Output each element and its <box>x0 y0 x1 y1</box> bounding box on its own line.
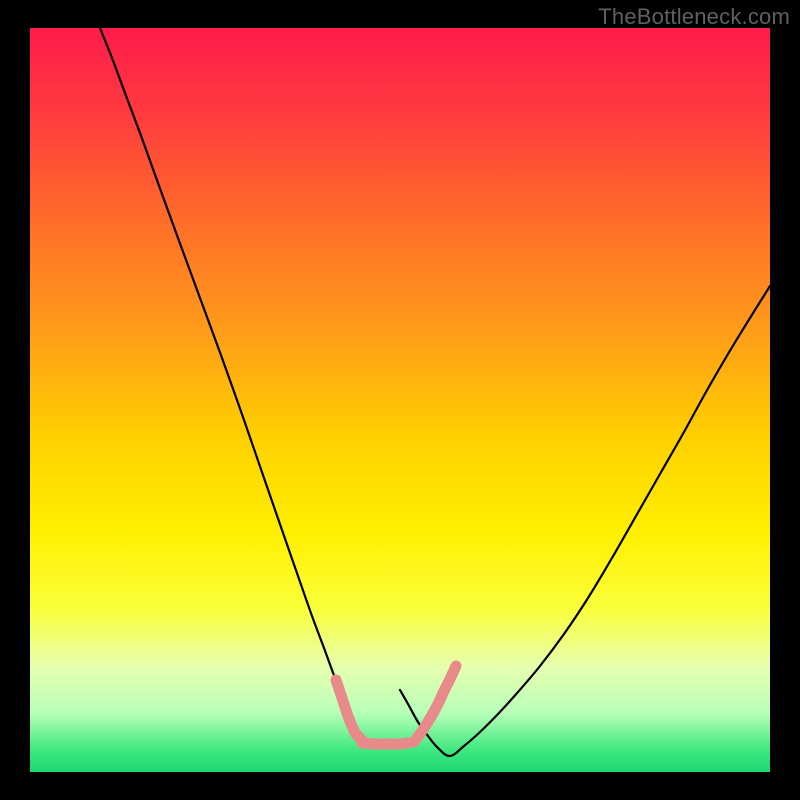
bottom-marker-1 <box>362 743 408 744</box>
plot-area <box>30 28 770 772</box>
watermark-text: TheBottleneck.com <box>598 4 790 30</box>
canvas: TheBottleneck.com <box>0 0 800 800</box>
curve-right <box>400 286 770 756</box>
bottom-marker-0 <box>336 680 362 740</box>
curve-layer <box>30 28 770 772</box>
bottom-marker-2 <box>414 666 456 742</box>
curve-left <box>100 28 338 686</box>
